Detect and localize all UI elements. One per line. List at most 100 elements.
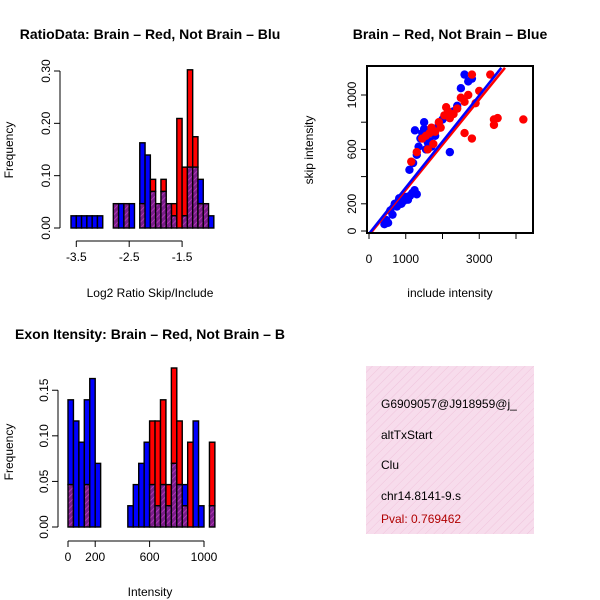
blue-bar [128,202,136,229]
info-pval: Pval: 0.769462 [381,512,461,526]
y-tick-label: 0.30 [39,59,53,83]
blue-bar [181,483,189,507]
overlap-bar [154,505,162,528]
red-bar [176,420,183,486]
info-panel: G6909057@J918959@j_ altTxStart Clu chr14… [366,366,534,534]
blue-bar [91,215,99,229]
red-bar [148,420,156,486]
red-point [464,90,473,100]
overlap-bar [208,505,216,528]
overlap-bar [123,202,130,229]
y-tick-label: 0.00 [39,216,53,240]
y-tick-label: 0.00 [37,515,51,539]
blue-bar [86,215,93,229]
blue-fit-line [368,67,503,233]
ratio-histogram-panel: RatioData: Brain – Red, Not Brain – Blu … [2,26,280,300]
info-line-event-type: altTxStart [381,428,433,442]
x-tick-label: 1000 [191,550,218,564]
overlap-bar [176,483,183,528]
blue-bar [197,505,205,528]
red-point [453,104,462,113]
x-tick-label: 600 [140,550,160,564]
overlap-bar [165,202,173,229]
red-bar [208,441,216,507]
y-tick-label: 0 [345,227,359,234]
y-tick-label: 200 [345,193,359,213]
scatter-title: Brain – Red, Not Brain – Blue [353,26,548,42]
y-tick-label: 1000 [345,81,359,108]
red-bar [159,399,167,486]
x-tick-label: -2.5 [119,250,140,264]
ratio-histogram-title: RatioData: Brain – Red, Not Brain – Blu [20,26,281,42]
overlap-bar [197,202,204,229]
overlap-bar [202,202,210,229]
blue-bar [192,420,200,528]
intensity-histogram-panel: Exon Itensity: Brain – Red, Not Brain – … [2,326,285,599]
info-panel-background [366,366,534,534]
x-tick-label: 3000 [466,252,493,266]
red-point [441,103,451,112]
scatter-panel: Brain – Red, Not Brain – Blue 0 1000 3000 0… [302,26,547,300]
red-bar [186,441,194,528]
blue-point [383,218,393,228]
red-point [460,128,469,138]
y-tick-label: 0.15 [37,378,51,402]
overlap-bar [181,215,189,229]
blue-bar [80,215,88,229]
blue-bar [96,215,104,229]
info-line-gene: Clu [381,458,399,472]
blue-point [388,210,397,219]
red-point [467,70,477,79]
y-tick-label: 0.20 [39,111,53,135]
red-bar [186,69,194,168]
x-tick-label: 0 [366,252,373,266]
scatter-ylabel: skip intensity [302,116,316,185]
blue-bar [117,202,125,229]
ratio-histogram-ylabel: Frequency [2,122,16,179]
blue-point [405,165,414,174]
blue-bar [75,215,83,229]
intensity-histogram-title: Exon Itensity: Brain – Red, Not Brain – … [15,326,285,342]
blue-bar [132,483,140,528]
overlap-bar [67,483,75,528]
blue-bar [72,420,80,528]
scatter-axes: 0 1000 3000 0 200 600 1000 [345,65,534,266]
red-bar [160,178,167,193]
red-point [489,120,499,130]
blue-bar [143,441,151,528]
blue-bar [83,399,91,486]
red-bar [170,367,178,465]
info-line-probe-id: G6909057@J918959@j_ [381,397,517,411]
overlap-bar [148,483,156,528]
y-tick-label: 0.05 [37,469,51,493]
y-tick-label: 0.10 [39,164,53,188]
blue-point [419,118,429,127]
red-point [429,139,438,149]
red-point [486,70,495,79]
overlap-bar [149,190,157,229]
red-point [493,113,502,123]
blue-point [460,70,469,79]
ratio-histogram-bars [70,69,215,229]
blue-bar [127,505,134,528]
overlap-bar [165,505,173,528]
blue-bar [197,178,204,205]
overlap-bar [154,202,162,229]
intensity-histogram-axes: 0 200 600 1000 0.00 0.05 0.10 0.15 [37,378,218,564]
red-point [519,115,528,124]
blue-bar [144,154,152,229]
x-tick-label: 1000 [392,252,419,266]
red-point [423,145,432,154]
overlap-bar [159,483,167,528]
intensity-histogram-xlabel: Intensity [128,585,173,599]
blue-bar [70,215,77,229]
overlap-bar [170,462,178,528]
blue-point [410,126,420,135]
red-bar [154,420,162,507]
red-bar [165,483,173,507]
blue-bar [89,377,96,528]
overlap-bar [186,166,194,229]
red-point [467,134,477,143]
red-point [412,147,421,157]
red-point [436,123,445,132]
